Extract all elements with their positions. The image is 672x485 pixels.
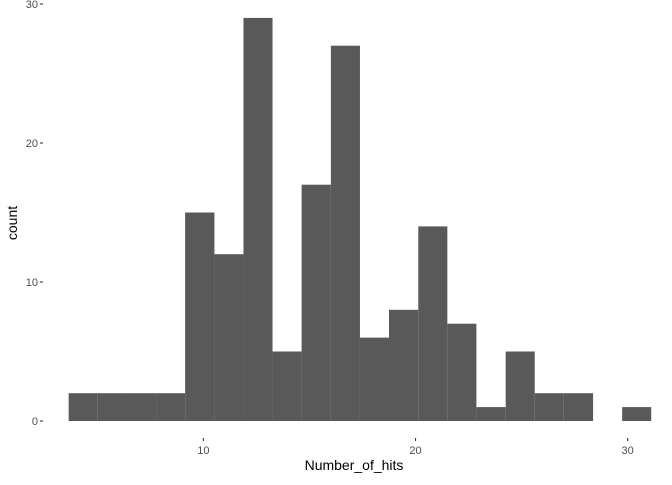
- x-tick-label-30: 30: [622, 445, 634, 457]
- x-tick-label-10: 10: [197, 445, 209, 457]
- histogram-bar-15: [476, 407, 506, 421]
- histogram-bar-1: [68, 393, 98, 421]
- x-axis: 10 20 30: [197, 438, 634, 457]
- histogram-bar-8: [272, 351, 302, 421]
- y-tick-label-20: 20: [26, 138, 38, 150]
- histogram-bar-18: [563, 393, 594, 421]
- y-axis: 0 10 20 30: [26, 0, 43, 428]
- histogram-bar-13: [418, 226, 448, 421]
- x-tick-label-20: 20: [409, 445, 421, 457]
- histogram-bar-4: [156, 393, 186, 421]
- histogram-bar-12: [389, 309, 419, 421]
- histogram-bar-9: [301, 184, 331, 421]
- histogram-bar-7: [243, 17, 273, 422]
- histogram-bar-17: [534, 393, 564, 421]
- x-axis-title: Number_of_hits: [305, 457, 404, 473]
- y-axis-title: count: [4, 206, 20, 240]
- y-tick-label-0: 0: [32, 416, 38, 428]
- histogram-bar-3: [127, 393, 157, 421]
- y-tick-label-30: 30: [26, 0, 38, 11]
- histogram-bar-20: [622, 407, 652, 421]
- y-tick-label-10: 10: [26, 277, 38, 289]
- histogram-bar-2: [97, 393, 128, 421]
- histogram-bar-10: [330, 45, 360, 421]
- histogram-bar-6: [214, 254, 244, 421]
- histogram-bar-14: [447, 323, 477, 421]
- histogram-bar-11: [359, 337, 389, 421]
- histogram-bars: [68, 17, 652, 422]
- histogram-bar-5: [185, 212, 215, 421]
- histogram-bar-16: [505, 351, 535, 421]
